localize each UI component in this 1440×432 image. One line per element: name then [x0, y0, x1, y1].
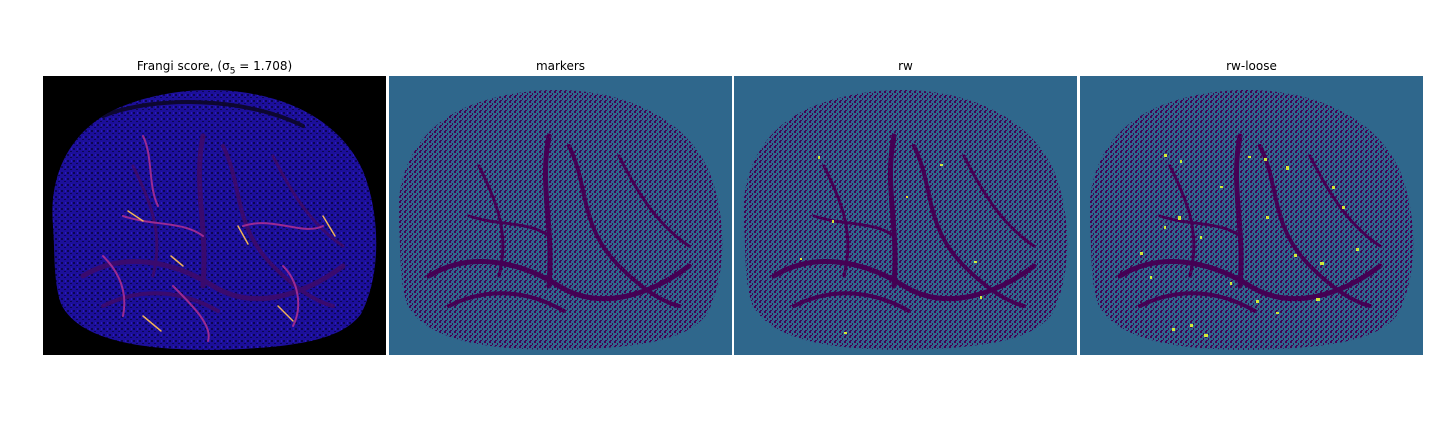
frangi-score-image: [43, 76, 386, 355]
frangi-title-subscript: 5: [229, 66, 236, 77]
panel-title-frangi: Frangi score, (σ5 = 1.708): [43, 58, 386, 77]
panel-title-rw-loose: rw-loose: [1226, 59, 1277, 73]
rw-loose-canvas: [1089, 90, 1414, 350]
frangi-title-tail: = 1.708): [235, 59, 293, 73]
rw-loose-image: [1080, 76, 1423, 355]
rw-image: [734, 76, 1077, 355]
frangi-title-main: Frangi score, (σ: [136, 59, 230, 73]
markers-image: [389, 76, 732, 355]
panel-title-rw: rw: [898, 59, 913, 73]
frangi-score-canvas: [52, 90, 377, 350]
rw-canvas: [743, 90, 1068, 350]
panel-title-markers: markers: [535, 59, 586, 73]
markers-canvas: [398, 90, 723, 350]
